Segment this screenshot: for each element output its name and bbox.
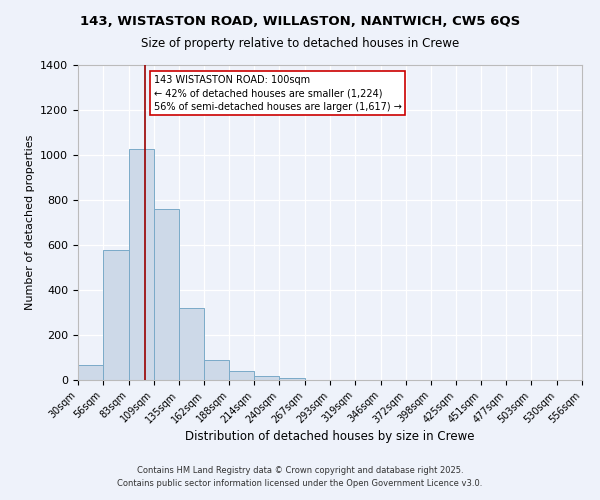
Bar xyxy=(78,366,103,380)
Bar xyxy=(103,250,129,380)
X-axis label: Distribution of detached houses by size in Crewe: Distribution of detached houses by size … xyxy=(185,430,475,443)
Y-axis label: Number of detached properties: Number of detached properties xyxy=(25,135,35,310)
Text: 143 WISTASTON ROAD: 100sqm
← 42% of detached houses are smaller (1,224)
56% of s: 143 WISTASTON ROAD: 100sqm ← 42% of deta… xyxy=(154,75,401,112)
Bar xyxy=(254,376,279,380)
Bar xyxy=(129,150,154,380)
Text: Size of property relative to detached houses in Crewe: Size of property relative to detached ho… xyxy=(141,38,459,51)
Bar xyxy=(229,372,254,380)
Bar xyxy=(205,360,229,380)
Bar xyxy=(279,378,305,380)
Text: Contains HM Land Registry data © Crown copyright and database right 2025.
Contai: Contains HM Land Registry data © Crown c… xyxy=(118,466,482,487)
Text: 143, WISTASTON ROAD, WILLASTON, NANTWICH, CW5 6QS: 143, WISTASTON ROAD, WILLASTON, NANTWICH… xyxy=(80,15,520,28)
Bar xyxy=(154,209,179,380)
Bar xyxy=(179,308,205,380)
